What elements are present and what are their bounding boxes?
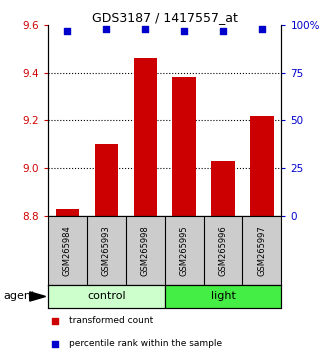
Bar — [133, 58, 157, 216]
Text: light: light — [211, 291, 235, 302]
Point — [65, 28, 70, 33]
Text: GSM265984: GSM265984 — [63, 225, 72, 276]
Text: control: control — [87, 291, 126, 302]
Title: GDS3187 / 1417557_at: GDS3187 / 1417557_at — [92, 11, 238, 24]
Point — [259, 26, 264, 32]
Text: transformed count: transformed count — [69, 316, 153, 325]
Point — [220, 28, 226, 33]
Point — [143, 26, 148, 32]
Text: percentile rank within the sample: percentile rank within the sample — [69, 339, 222, 348]
Bar — [250, 115, 273, 216]
Text: GSM265995: GSM265995 — [180, 225, 189, 276]
Point — [52, 318, 58, 324]
Bar — [211, 161, 235, 216]
Bar — [48, 285, 165, 308]
Bar — [56, 209, 79, 216]
Text: GSM265993: GSM265993 — [102, 225, 111, 276]
Point — [104, 26, 109, 32]
Text: GSM265998: GSM265998 — [141, 225, 150, 276]
Bar — [165, 285, 281, 308]
Text: agent: agent — [3, 291, 36, 302]
Bar — [95, 144, 118, 216]
Polygon shape — [30, 292, 46, 301]
Bar — [172, 77, 196, 216]
Text: GSM265996: GSM265996 — [218, 225, 227, 276]
Text: GSM265997: GSM265997 — [258, 225, 266, 276]
Point — [52, 341, 58, 347]
Point — [181, 28, 187, 33]
